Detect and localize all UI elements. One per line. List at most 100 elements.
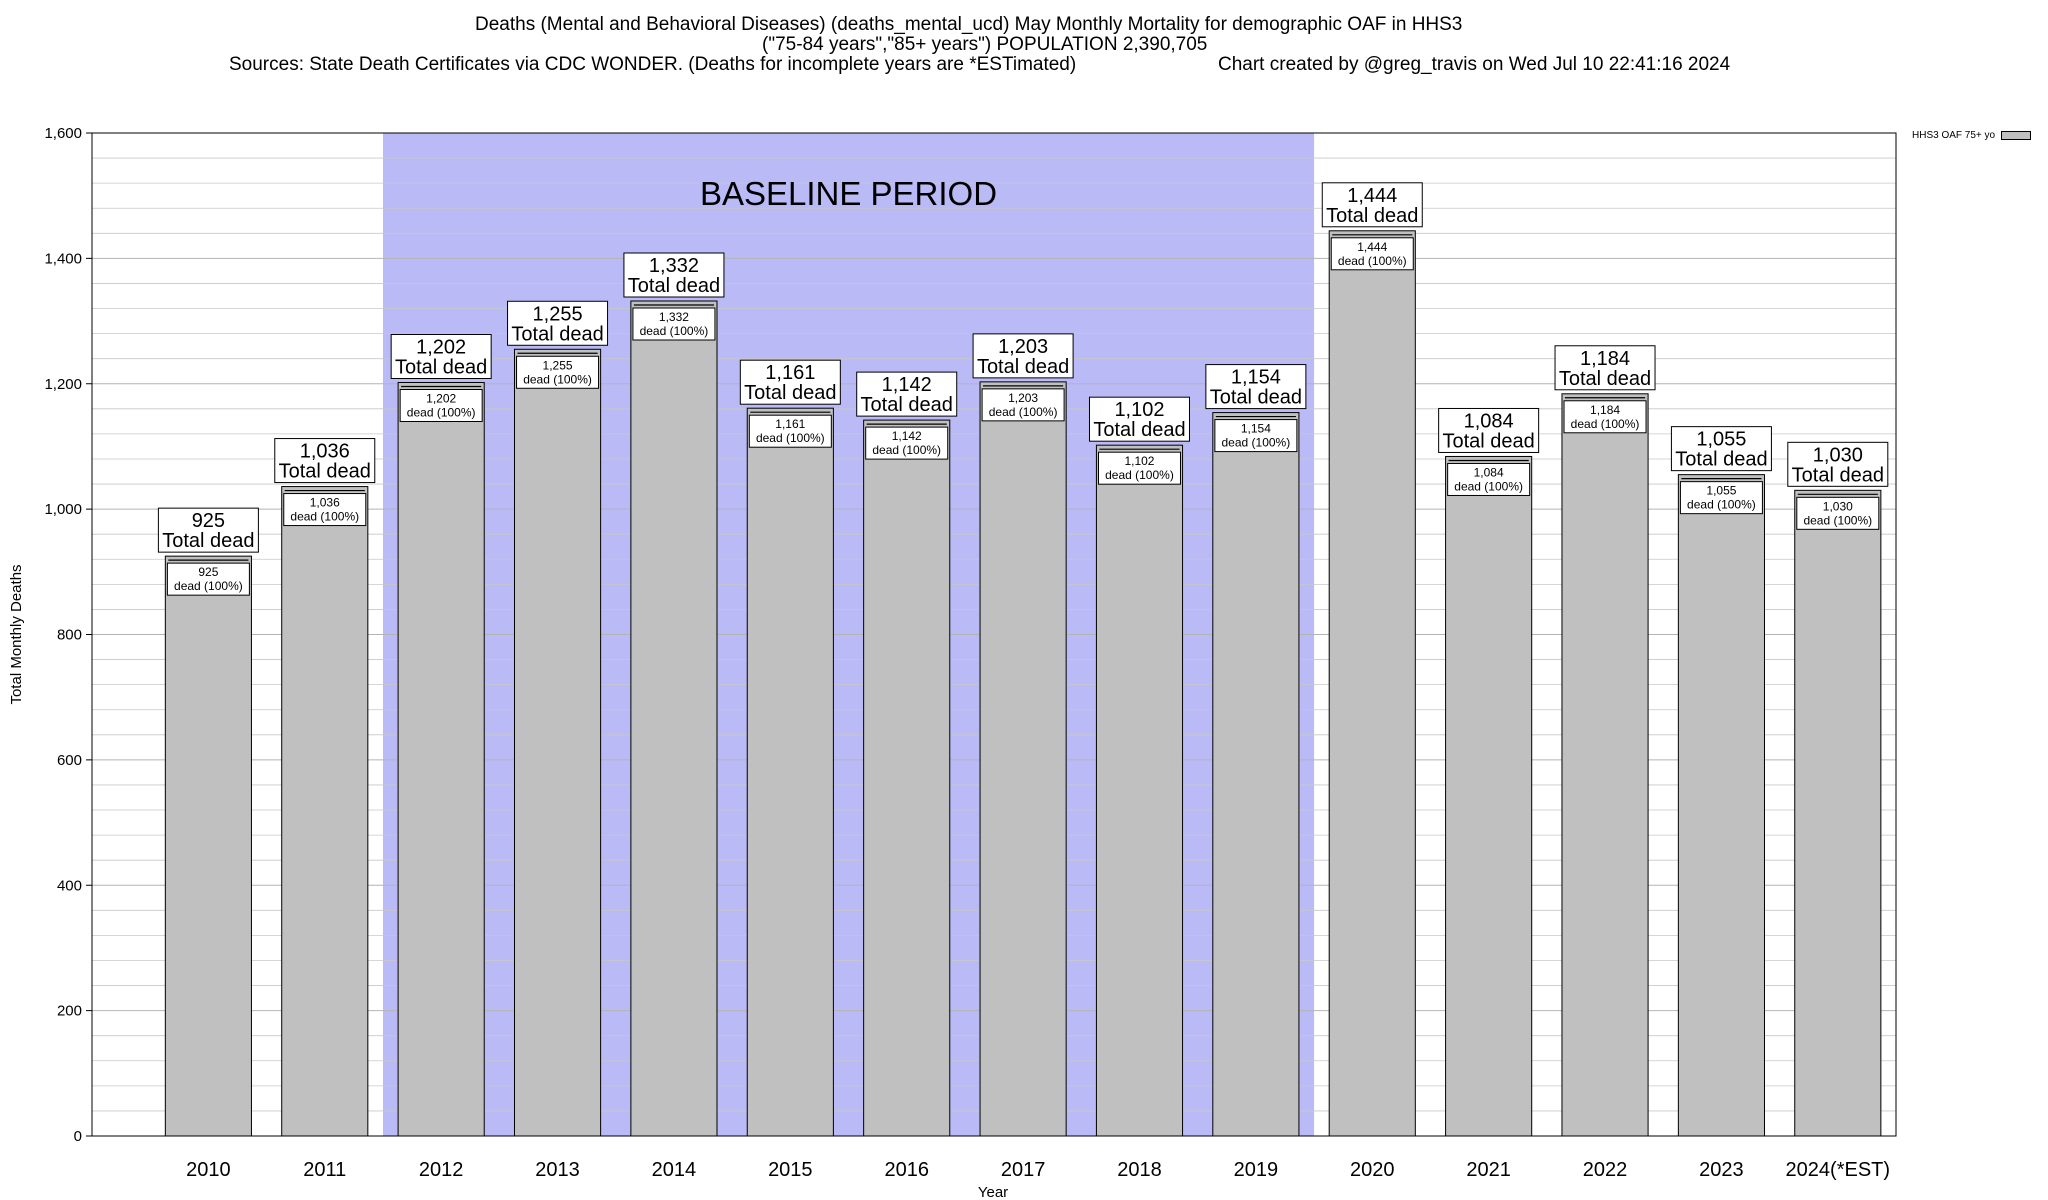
total-value-label: 1,036 [300,441,350,463]
bar-2019 [1212,412,1300,1137]
chart-credit: Chart created by @greg_travis on Wed Jul… [1218,54,1731,75]
bar-2023 [1677,474,1765,1137]
inner-label-box [399,388,483,422]
total-label-box [1205,364,1307,410]
x-tick-label: 2012 [419,1159,464,1181]
total-value-label: 1,202 [416,336,466,358]
x-tick-label: 2013 [535,1159,580,1181]
inner-value-label: 1,154 [1241,422,1271,436]
x-tick-label: 2016 [884,1159,929,1181]
total-dead-label: Total dead [511,323,603,345]
inner-percent-label: dead (100%) [640,324,709,338]
inner-label-box [166,562,250,596]
total-value-label: 1,154 [1231,367,1281,389]
total-value-label: 1,055 [1696,429,1746,451]
total-dead-label: Total dead [162,530,254,552]
bar-2020 [1328,230,1416,1137]
inner-label-box [981,388,1065,422]
chart-sources: Sources: State Death Certificates via CD… [229,54,1077,75]
total-dead-label: Total dead [279,461,371,483]
total-label-box [1438,407,1540,453]
bar-2011 [281,486,369,1137]
total-dead-label: Total dead [1326,205,1418,227]
inner-percent-label: dead (100%) [290,510,359,524]
inner-percent-label: dead (100%) [989,405,1058,419]
y-tick-label: 1,600 [44,125,82,142]
inner-value-label: 1,102 [1124,454,1154,468]
x-tick-label: 2010 [186,1159,231,1181]
total-value-label: 1,030 [1813,444,1863,466]
x-tick-label: 2022 [1583,1159,1628,1181]
inner-value-label: 1,202 [426,391,456,405]
inner-label-box [1097,451,1181,485]
total-value-label: 1,161 [765,362,815,384]
inner-value-label: 1,055 [1706,484,1736,498]
inner-label-box [632,307,716,341]
total-dead-label: Total dead [1093,419,1185,441]
x-tick-label: 2014 [652,1159,697,1181]
inner-value-label: 1,030 [1823,499,1853,513]
y-tick-label: 1,200 [44,376,82,393]
inner-percent-label: dead (100%) [756,431,825,445]
bar-2017 [979,381,1067,1137]
y-tick-label: 600 [57,752,82,769]
total-dead-label: Total dead [744,382,836,404]
total-value-label: 1,203 [998,336,1048,358]
total-dead-label: Total dead [1442,430,1534,452]
legend-swatch [2001,130,2032,140]
inner-value-label: 1,184 [1590,403,1620,417]
bar-2015 [746,407,834,1137]
bar-2018 [1095,444,1184,1137]
inner-percent-label: dead (100%) [1687,498,1756,512]
inner-percent-label: dead (100%) [174,579,243,593]
total-dead-label: Total dead [628,275,720,297]
x-tick-label: 2020 [1350,1159,1395,1181]
inner-label-box [283,493,367,527]
inner-value-label: 1,036 [310,496,340,510]
total-label-box [390,333,492,379]
x-tick-label: 2021 [1466,1159,1511,1181]
total-value-label: 1,102 [1114,399,1164,421]
inner-value-label: 1,203 [1008,391,1038,405]
inner-label-box [1563,400,1647,434]
inner-value-label: 1,255 [543,358,573,372]
chart-legend: HHS3 OAF 75+ yo [1912,130,2032,141]
total-dead-label: Total dead [1210,387,1302,409]
total-label-box [1088,396,1190,442]
y-axis-label: Total Monthly Deaths [8,564,25,704]
x-tick-label: 2019 [1234,1159,1279,1181]
total-dead-label: Total dead [395,356,487,378]
inner-percent-label: dead (100%) [1571,417,1640,431]
total-label-box [1554,345,1656,391]
y-tick-label: 0 [74,1128,82,1145]
y-tick-label: 400 [57,877,82,894]
total-dead-label: Total dead [1792,464,1884,486]
total-dead-label: Total dead [861,394,953,416]
inner-percent-label: dead (100%) [872,443,941,457]
bar-2022 [1561,393,1649,1137]
x-tick-label: 2015 [768,1159,813,1181]
bar-2021 [1445,455,1533,1137]
inner-percent-label: dead (100%) [1105,468,1174,482]
total-value-label: 1,255 [533,303,583,325]
inner-percent-label: dead (100%) [1222,436,1291,450]
inner-label-box [1330,237,1414,271]
y-tick-label: 1,400 [44,250,82,267]
inner-label-box [1447,462,1531,496]
inner-label-box [1679,481,1763,515]
total-label-box [739,359,841,405]
bar-2016 [863,419,951,1137]
total-value-label: 1,444 [1347,185,1397,207]
bar-2024(*EST) [1794,489,1882,1137]
inner-percent-label: dead (100%) [407,405,476,419]
bar-2012 [397,381,485,1137]
inner-percent-label: dead (100%) [1454,479,1523,493]
total-value-label: 1,184 [1580,348,1630,370]
inner-percent-label: dead (100%) [1803,513,1872,527]
inner-label-box [865,426,949,460]
inner-value-label: 1,444 [1357,240,1387,254]
x-tick-label: 2017 [1001,1159,1046,1181]
x-axis-label: Year [978,1184,1008,1200]
total-label-box [1670,426,1772,472]
